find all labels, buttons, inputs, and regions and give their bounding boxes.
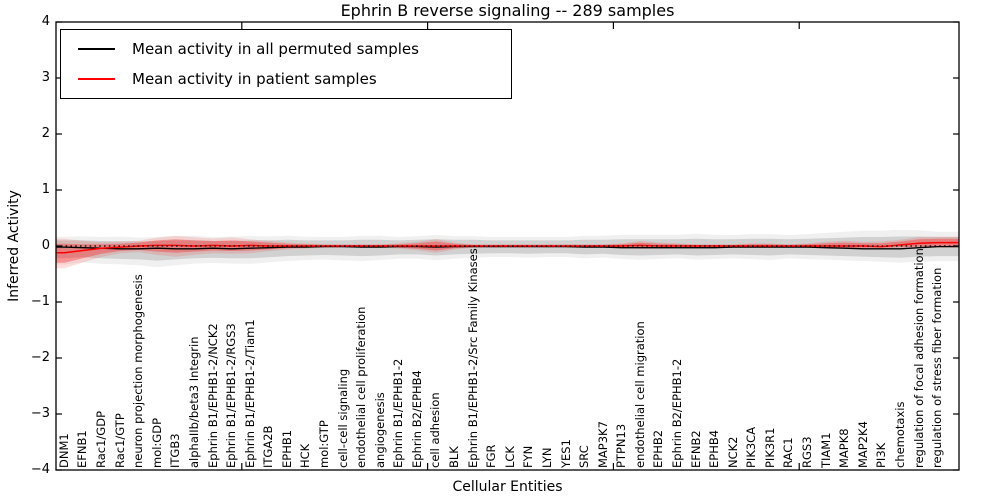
- x-tick-label: Ephrin B1/EPHB1-2/NCK2: [205, 323, 220, 468]
- x-tick-label: MAP3K7: [595, 421, 610, 468]
- y-tick-label: 1: [41, 182, 50, 197]
- chart-title: Ephrin B reverse signaling -- 289 sample…: [340, 1, 675, 20]
- x-tick-label: TIAM1: [818, 432, 833, 468]
- y-tick-label: −2: [30, 350, 50, 365]
- x-tick-label: Ephrin B2/EPHB1-2: [670, 358, 684, 468]
- y-tick-label: 3: [41, 70, 50, 85]
- x-tick-label: EFNB1: [75, 430, 90, 468]
- x-tick-label: HCK: [298, 443, 313, 468]
- legend-line-patient-icon: [78, 78, 115, 80]
- x-tick-label: regulation of stress fiber formation: [930, 267, 945, 468]
- y-tick-label: 4: [41, 14, 50, 29]
- x-tick-label: endothelial cell migration: [632, 321, 647, 468]
- x-tick-label: ITGA2B: [261, 425, 276, 468]
- x-tick-label: EPHB1: [279, 429, 294, 468]
- x-tick-label: DNM1: [56, 433, 71, 468]
- x-tick-label: alphaIIb/beta3 Integrin: [186, 336, 201, 468]
- x-tick-label: FYN: [521, 445, 536, 468]
- legend-line-permuted-icon: [78, 48, 115, 50]
- x-tick-label: PTPN13: [614, 423, 629, 468]
- x-tick-label: RGS3: [800, 436, 815, 468]
- x-tick-label: Ephrin B1/EPHB1-2/Src Family Kinases: [465, 248, 480, 468]
- x-tick-label: EPHB2: [651, 429, 666, 468]
- x-tick-label: regulation of focal adhesion formation: [911, 248, 926, 468]
- x-tick-label: Ephrin B2/EPHB4: [409, 370, 424, 468]
- x-tick-label: Ephrin B1/EPHB1-2/Tiam1: [242, 319, 257, 468]
- x-tick-label: EPHB4: [707, 429, 722, 468]
- x-tick-label: MAP2K4: [855, 421, 870, 468]
- y-tick-label: −1: [30, 294, 50, 309]
- x-tick-label: RAC1: [781, 437, 796, 468]
- legend-label-patient: Mean activity in patient samples: [132, 70, 377, 88]
- y-tick-label: −3: [30, 406, 50, 421]
- legend: Mean activity in all permuted samples Me…: [60, 29, 512, 99]
- x-tick-label: cell adhesion: [428, 392, 443, 468]
- legend-item-patient: Mean activity in patient samples: [61, 70, 511, 88]
- x-tick-label: PIK3R1: [762, 427, 777, 469]
- x-tick-label: LYN: [539, 447, 554, 468]
- legend-label-permuted: Mean activity in all permuted samples: [132, 40, 419, 58]
- x-tick-label: ITGB3: [168, 433, 183, 468]
- y-tick-label: −4: [30, 462, 50, 477]
- x-tick-label: endothelial cell proliferation: [354, 306, 369, 468]
- y-tick-label: 0: [41, 238, 50, 253]
- x-tick-label: chemotaxis: [892, 401, 907, 468]
- x-tick-label: Rac1/GDP: [94, 410, 109, 468]
- x-tick-label: Ephrin B1/EPHB1-2/RGS3: [224, 323, 239, 468]
- x-tick-label: SRC: [577, 445, 592, 468]
- x-tick-label: mol:GTP: [316, 420, 331, 468]
- x-tick-label: NCK2: [725, 436, 740, 469]
- x-tick-label: PI3K: [874, 442, 889, 468]
- x-tick-label: PIK3CA: [744, 426, 759, 468]
- x-tick-label: angiogenesis: [372, 392, 387, 468]
- x-tick-label: Ephrin B1/EPHB1-2: [391, 358, 406, 468]
- x-tick-label: mol:GDP: [149, 417, 164, 468]
- x-tick-label: cell-cell signaling: [335, 368, 350, 468]
- x-tick-label: LCK: [502, 446, 517, 468]
- x-tick-label: YES1: [558, 439, 573, 468]
- x-tick-label: neuron projection morphogenesis: [131, 274, 146, 468]
- x-tick-label: BLK: [447, 446, 462, 468]
- y-tick-label: 2: [41, 126, 50, 141]
- legend-item-permuted: Mean activity in all permuted samples: [61, 40, 511, 58]
- x-tick-label: Rac1/GTP: [112, 413, 127, 468]
- x-tick-label: MAPK8: [837, 428, 852, 468]
- x-tick-label: FGR: [484, 444, 499, 468]
- x-tick-label: EFNB2: [688, 430, 703, 468]
- x-axis-label: Cellular Entities: [452, 479, 563, 495]
